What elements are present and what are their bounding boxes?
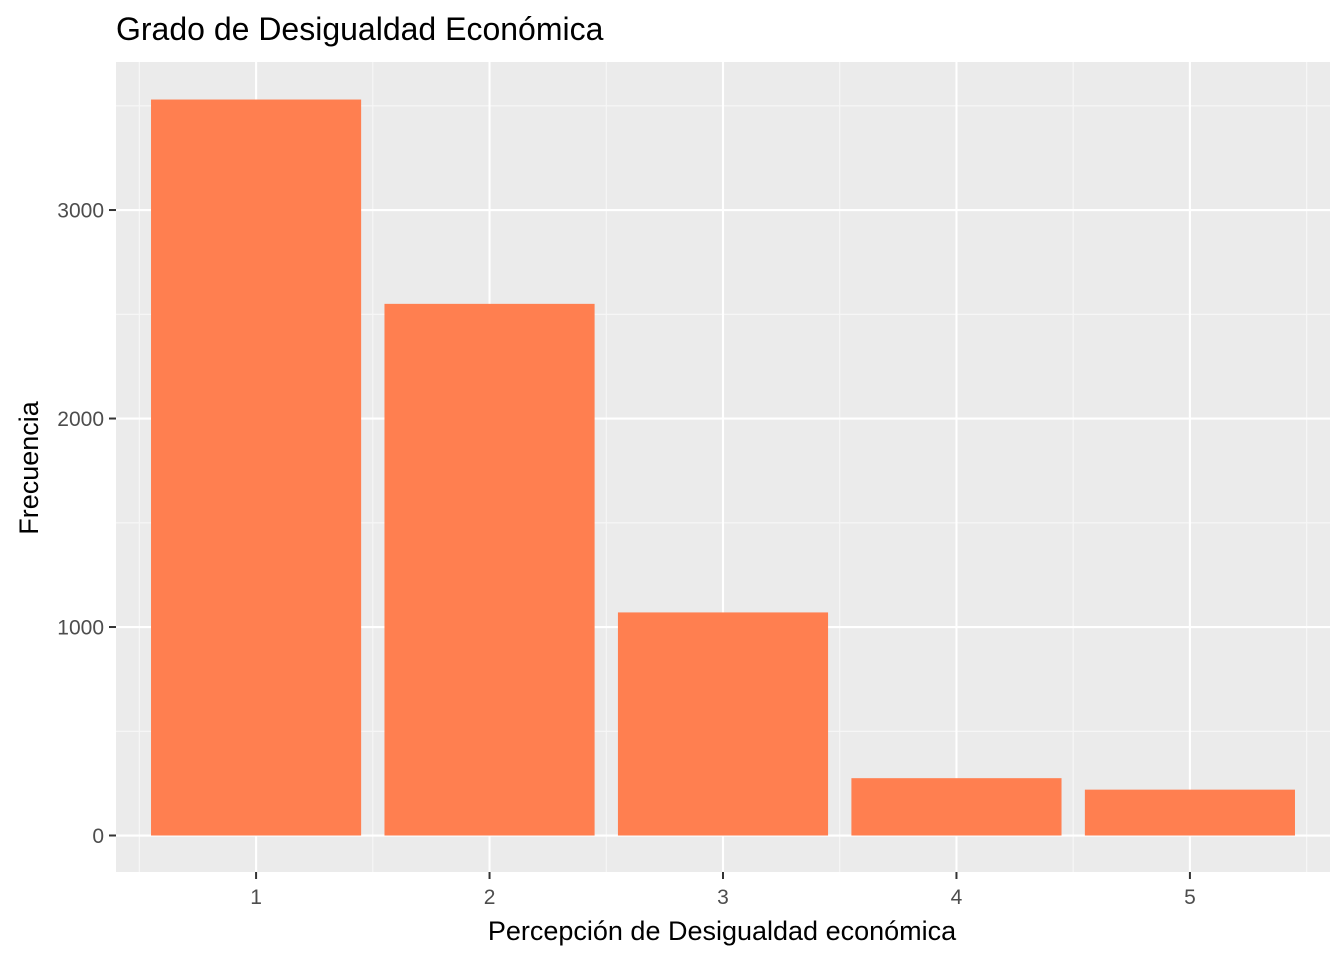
bar-5 xyxy=(1084,789,1295,836)
bar-2 xyxy=(384,303,595,836)
bar-3 xyxy=(617,612,829,836)
y-tick-label: 0 xyxy=(92,825,104,848)
y-tick-label: 2000 xyxy=(57,408,104,431)
x-tick-label: 3 xyxy=(717,886,729,909)
x-tick-label: 2 xyxy=(484,886,496,909)
chart-title: Grado de Desigualdad Económica xyxy=(116,11,604,47)
x-tick-label: 5 xyxy=(1184,886,1196,909)
x-tick-label: 1 xyxy=(250,886,262,909)
y-tick-label: 3000 xyxy=(57,200,104,223)
bar-4 xyxy=(851,778,1062,836)
y-axis: 0 1000 2000 3000 xyxy=(57,200,116,848)
bar-1 xyxy=(151,99,362,836)
y-axis-title: Frecuencia xyxy=(14,400,44,535)
y-tick-label: 1000 xyxy=(57,617,104,640)
x-axis-title: Percepción de Desigualdad económica xyxy=(488,916,957,946)
x-axis: 1 2 3 4 5 xyxy=(250,872,1196,909)
bars-group xyxy=(151,99,1295,836)
minor-gridlines-x xyxy=(138,62,1308,872)
x-tick-label: 4 xyxy=(951,886,963,909)
